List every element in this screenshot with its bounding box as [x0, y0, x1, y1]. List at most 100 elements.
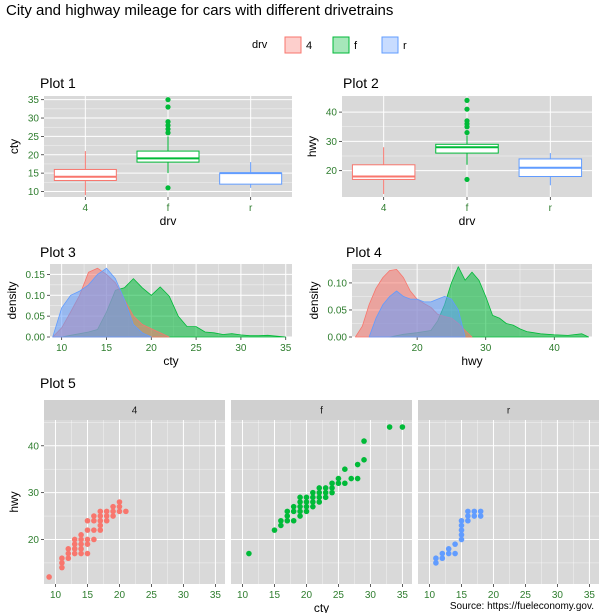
plot5-ytick-label: 30	[28, 488, 40, 499]
plot5-point-4	[97, 508, 104, 515]
plot5-point-r	[477, 508, 484, 515]
plot5-xtick-label: 35	[584, 590, 596, 601]
plot2-box-f	[435, 143, 499, 154]
plot3-ytick-label: 0.05	[26, 312, 46, 323]
plot5-point-r	[439, 555, 446, 562]
plot5-strip-label-4: 4	[132, 406, 138, 417]
plot5-point-4	[84, 550, 91, 557]
plot5-xtick-label: 25	[333, 590, 345, 601]
plot5-panel-bg-4	[44, 420, 225, 584]
plot2-outlier-f	[464, 97, 470, 103]
plot5-point-r	[452, 541, 458, 547]
plot5-point-f	[284, 508, 291, 515]
plot5-point-4	[59, 555, 65, 562]
plot5-strip-r	[418, 400, 599, 420]
plot5-point-4	[91, 536, 97, 543]
plot5-point-f	[316, 494, 323, 501]
legend-key-r	[381, 36, 399, 54]
plot5-xtick-label: 20	[488, 590, 500, 601]
plot5-point-f	[361, 438, 367, 444]
legend-title: drv	[252, 39, 268, 51]
plot5-point-4	[103, 517, 110, 524]
plot5-point-4	[116, 508, 123, 515]
plot5-xtick-label: 20	[114, 590, 126, 601]
plot5-point-4	[65, 546, 72, 552]
plot5-point-4	[78, 546, 84, 552]
plot5-point-f	[329, 480, 335, 487]
plot5-xtick-label: 20	[301, 590, 313, 601]
plot4-ytick-label: 0.00	[328, 333, 348, 344]
plot5-point-4	[123, 508, 129, 515]
plot5-ylabel: hwy	[7, 491, 21, 512]
plot5-xtick-label: 10	[50, 590, 62, 601]
plot5-point-f	[297, 508, 303, 515]
plot5-point-4	[97, 513, 104, 519]
plot5-point-4	[91, 517, 97, 524]
plot5-point-f	[310, 503, 316, 510]
plot1-ytick-label: 15	[28, 169, 40, 180]
plot5-point-r	[458, 536, 465, 543]
plot5-xtick-label: 15	[456, 590, 468, 601]
plot5-point-f	[335, 480, 342, 487]
plot5-point-f	[316, 489, 323, 496]
plot-2-title: Plot 2	[343, 75, 379, 91]
plot2-ylabel: hwy	[305, 136, 319, 157]
plot5-point-f	[354, 475, 361, 482]
plot5-point-f	[284, 513, 291, 519]
plot5-point-4	[110, 508, 116, 515]
plot5-point-4	[84, 527, 91, 533]
plot-2: Plot 2 20 30 40 4 f r drv hwy	[305, 75, 592, 228]
plot-3: Plot 3 0.00 0.05 0.10 0.15 10 15 20 25 30 35 cty de…	[5, 244, 292, 368]
plot2-ytick-label: 40	[326, 108, 338, 119]
plot5-point-4	[71, 546, 78, 552]
plot2-xtick-label: r	[549, 203, 553, 214]
plot2-outlier-f	[464, 118, 470, 124]
plot5-point-f	[310, 489, 316, 496]
plot5-point-f	[303, 508, 310, 515]
plot5-point-f	[335, 475, 342, 482]
plot5-point-r	[465, 508, 471, 515]
plot5-point-f	[399, 424, 406, 430]
plot5-point-f	[316, 499, 323, 505]
plot3-density-r	[52, 267, 152, 338]
plot5-point-4	[84, 536, 91, 543]
plot5-point-4	[116, 499, 123, 505]
plot5-point-4	[59, 560, 65, 566]
plot1-outlier-f	[165, 122, 171, 128]
plot5-point-4	[78, 550, 84, 557]
plot5-point-4	[110, 503, 116, 510]
plot5-xlabel: cty	[314, 601, 329, 613]
plot5-point-f	[290, 508, 297, 515]
plot5-point-f	[329, 489, 335, 496]
plot5-point-r	[471, 513, 478, 519]
plot5-point-4	[116, 503, 123, 510]
plot5-strip-label-r: r	[507, 406, 511, 417]
plot5-point-4	[91, 527, 97, 533]
plot5-strip-4	[44, 400, 225, 420]
plot5-point-f	[354, 461, 361, 468]
plot5-point-4	[65, 555, 72, 562]
plot1-outlier-f	[165, 130, 171, 136]
plot5-point-r	[471, 508, 478, 515]
plot5-point-r	[458, 522, 465, 529]
plot1-ytick-label: 25	[28, 132, 40, 143]
plot1-xlabel: drv	[160, 214, 177, 228]
plot2-outlier-f	[464, 176, 470, 183]
plot2-xtick-label: f	[466, 203, 469, 214]
plot1-outlier-f	[165, 119, 171, 125]
plot5-point-4	[71, 536, 78, 543]
plot1-xtick-label: r	[249, 203, 253, 214]
plot1-xtick-label: f	[167, 203, 170, 214]
plot5-point-4	[59, 564, 65, 571]
plot5-point-4	[71, 550, 78, 557]
legend: drv 4 f r	[252, 36, 407, 54]
plot5-point-r	[458, 517, 465, 524]
legend-label-r: r	[403, 40, 407, 52]
plot5-xtick-label: 15	[269, 590, 281, 601]
plot3-xtick-label: 30	[235, 343, 247, 354]
plot2-outlier-f	[464, 129, 470, 136]
plot-5: Plot 5 4 20 30 40 10 15 20 25 30 35 f 10 15 20 25 30 35 r…	[7, 375, 599, 613]
plot3-xtick-label: 10	[56, 343, 68, 354]
